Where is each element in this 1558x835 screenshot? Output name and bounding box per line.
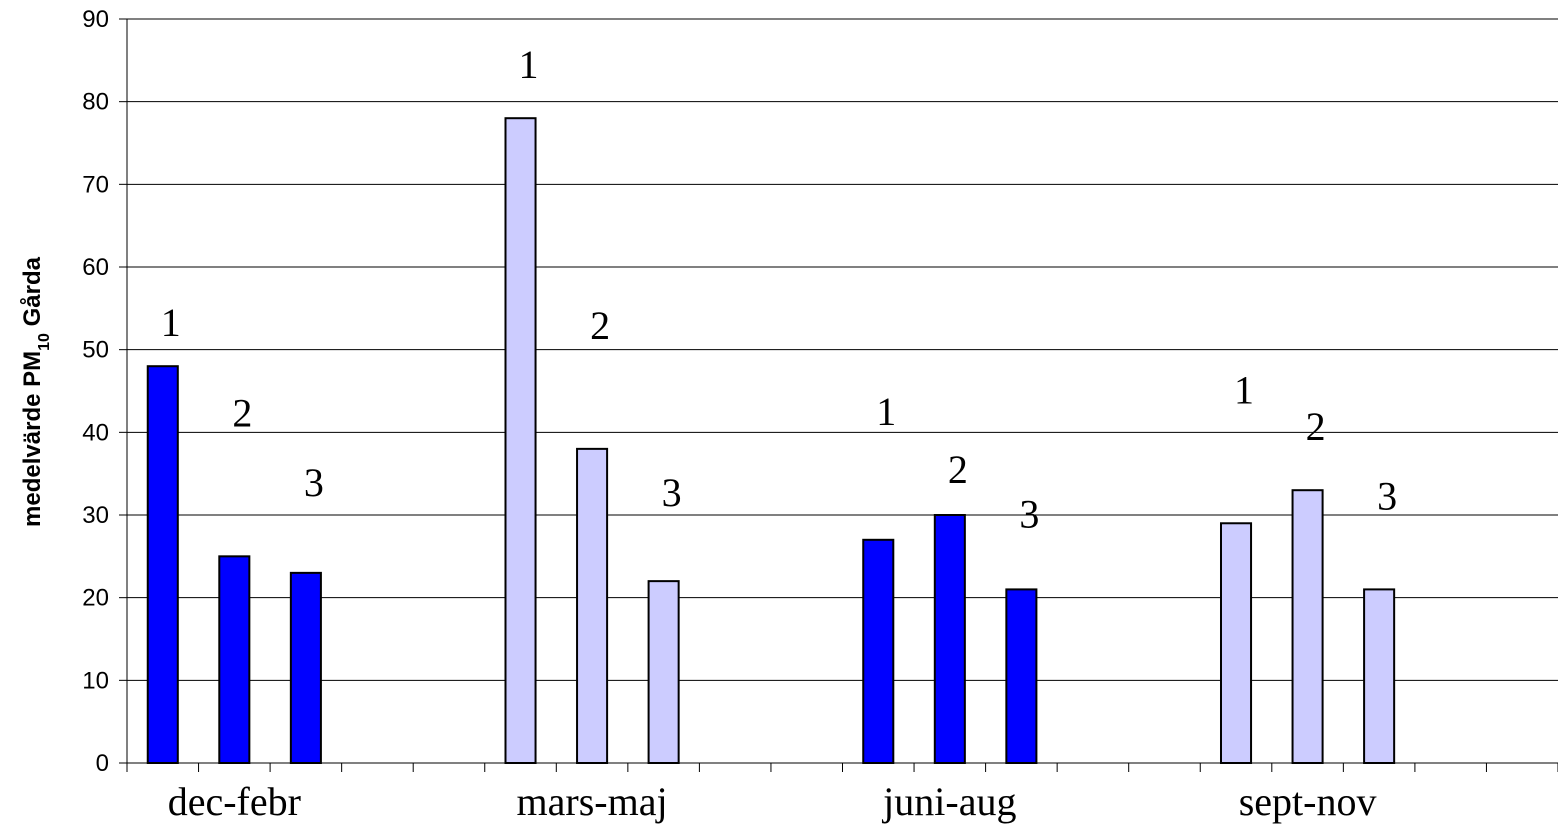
group-label: juni-aug [881,779,1016,824]
axes [119,18,1558,772]
y-axis-label: medelvärde PM10 Gårda [19,256,53,527]
y-tick-label: 0 [96,750,109,777]
bar-label: 2 [232,390,252,435]
bar [647,580,680,765]
bar-label: 2 [590,303,610,348]
y-axis-label-main: medelvärde PM [19,351,46,527]
bar-label: 1 [876,389,896,434]
y-tick-label: 50 [82,337,109,364]
y-axis-label-suffix: Gårda [19,256,46,333]
y-axis-label-subscript: 10 [36,333,53,351]
bar [1363,588,1396,765]
y-tick-label: 20 [82,585,109,612]
y-tick-label: 90 [82,6,109,33]
bar-label: 2 [948,447,968,492]
bar-label: 1 [519,42,539,87]
bar-label: 3 [1019,491,1039,536]
bar-label: 1 [161,300,181,345]
bar [576,447,609,764]
bar-label: 1 [1234,367,1254,412]
bar [862,538,895,764]
group-labels: dec-febr mars-maj juni-aug sept-nov [168,779,1377,824]
bar [1219,522,1253,764]
y-tick-labels: 0 10 20 30 40 50 60 70 80 90 [82,6,109,777]
bar [146,365,179,764]
bar-labels: 1 2 3 1 2 3 1 2 3 1 2 3 [161,42,1397,536]
bar [1291,489,1324,764]
bar [1005,588,1038,765]
bar-label: 3 [662,470,682,515]
bar [504,117,537,764]
bars [146,117,1396,765]
group-label: sept-nov [1239,779,1377,824]
y-tick-label: 30 [82,502,109,529]
group-label: dec-febr [168,779,301,824]
bar-label: 3 [1377,473,1397,518]
bar [218,555,251,764]
bar [289,571,322,764]
y-tick-label: 40 [82,419,109,446]
gridlines [127,18,1558,681]
y-tick-label: 70 [82,171,109,198]
y-tick-label: 80 [82,89,109,116]
bar [933,514,966,764]
bar-label: 2 [1306,404,1326,449]
bar-label: 3 [304,460,324,505]
y-tick-label: 10 [82,667,109,694]
y-tick-label: 60 [82,254,109,281]
group-label: mars-maj [517,779,668,824]
